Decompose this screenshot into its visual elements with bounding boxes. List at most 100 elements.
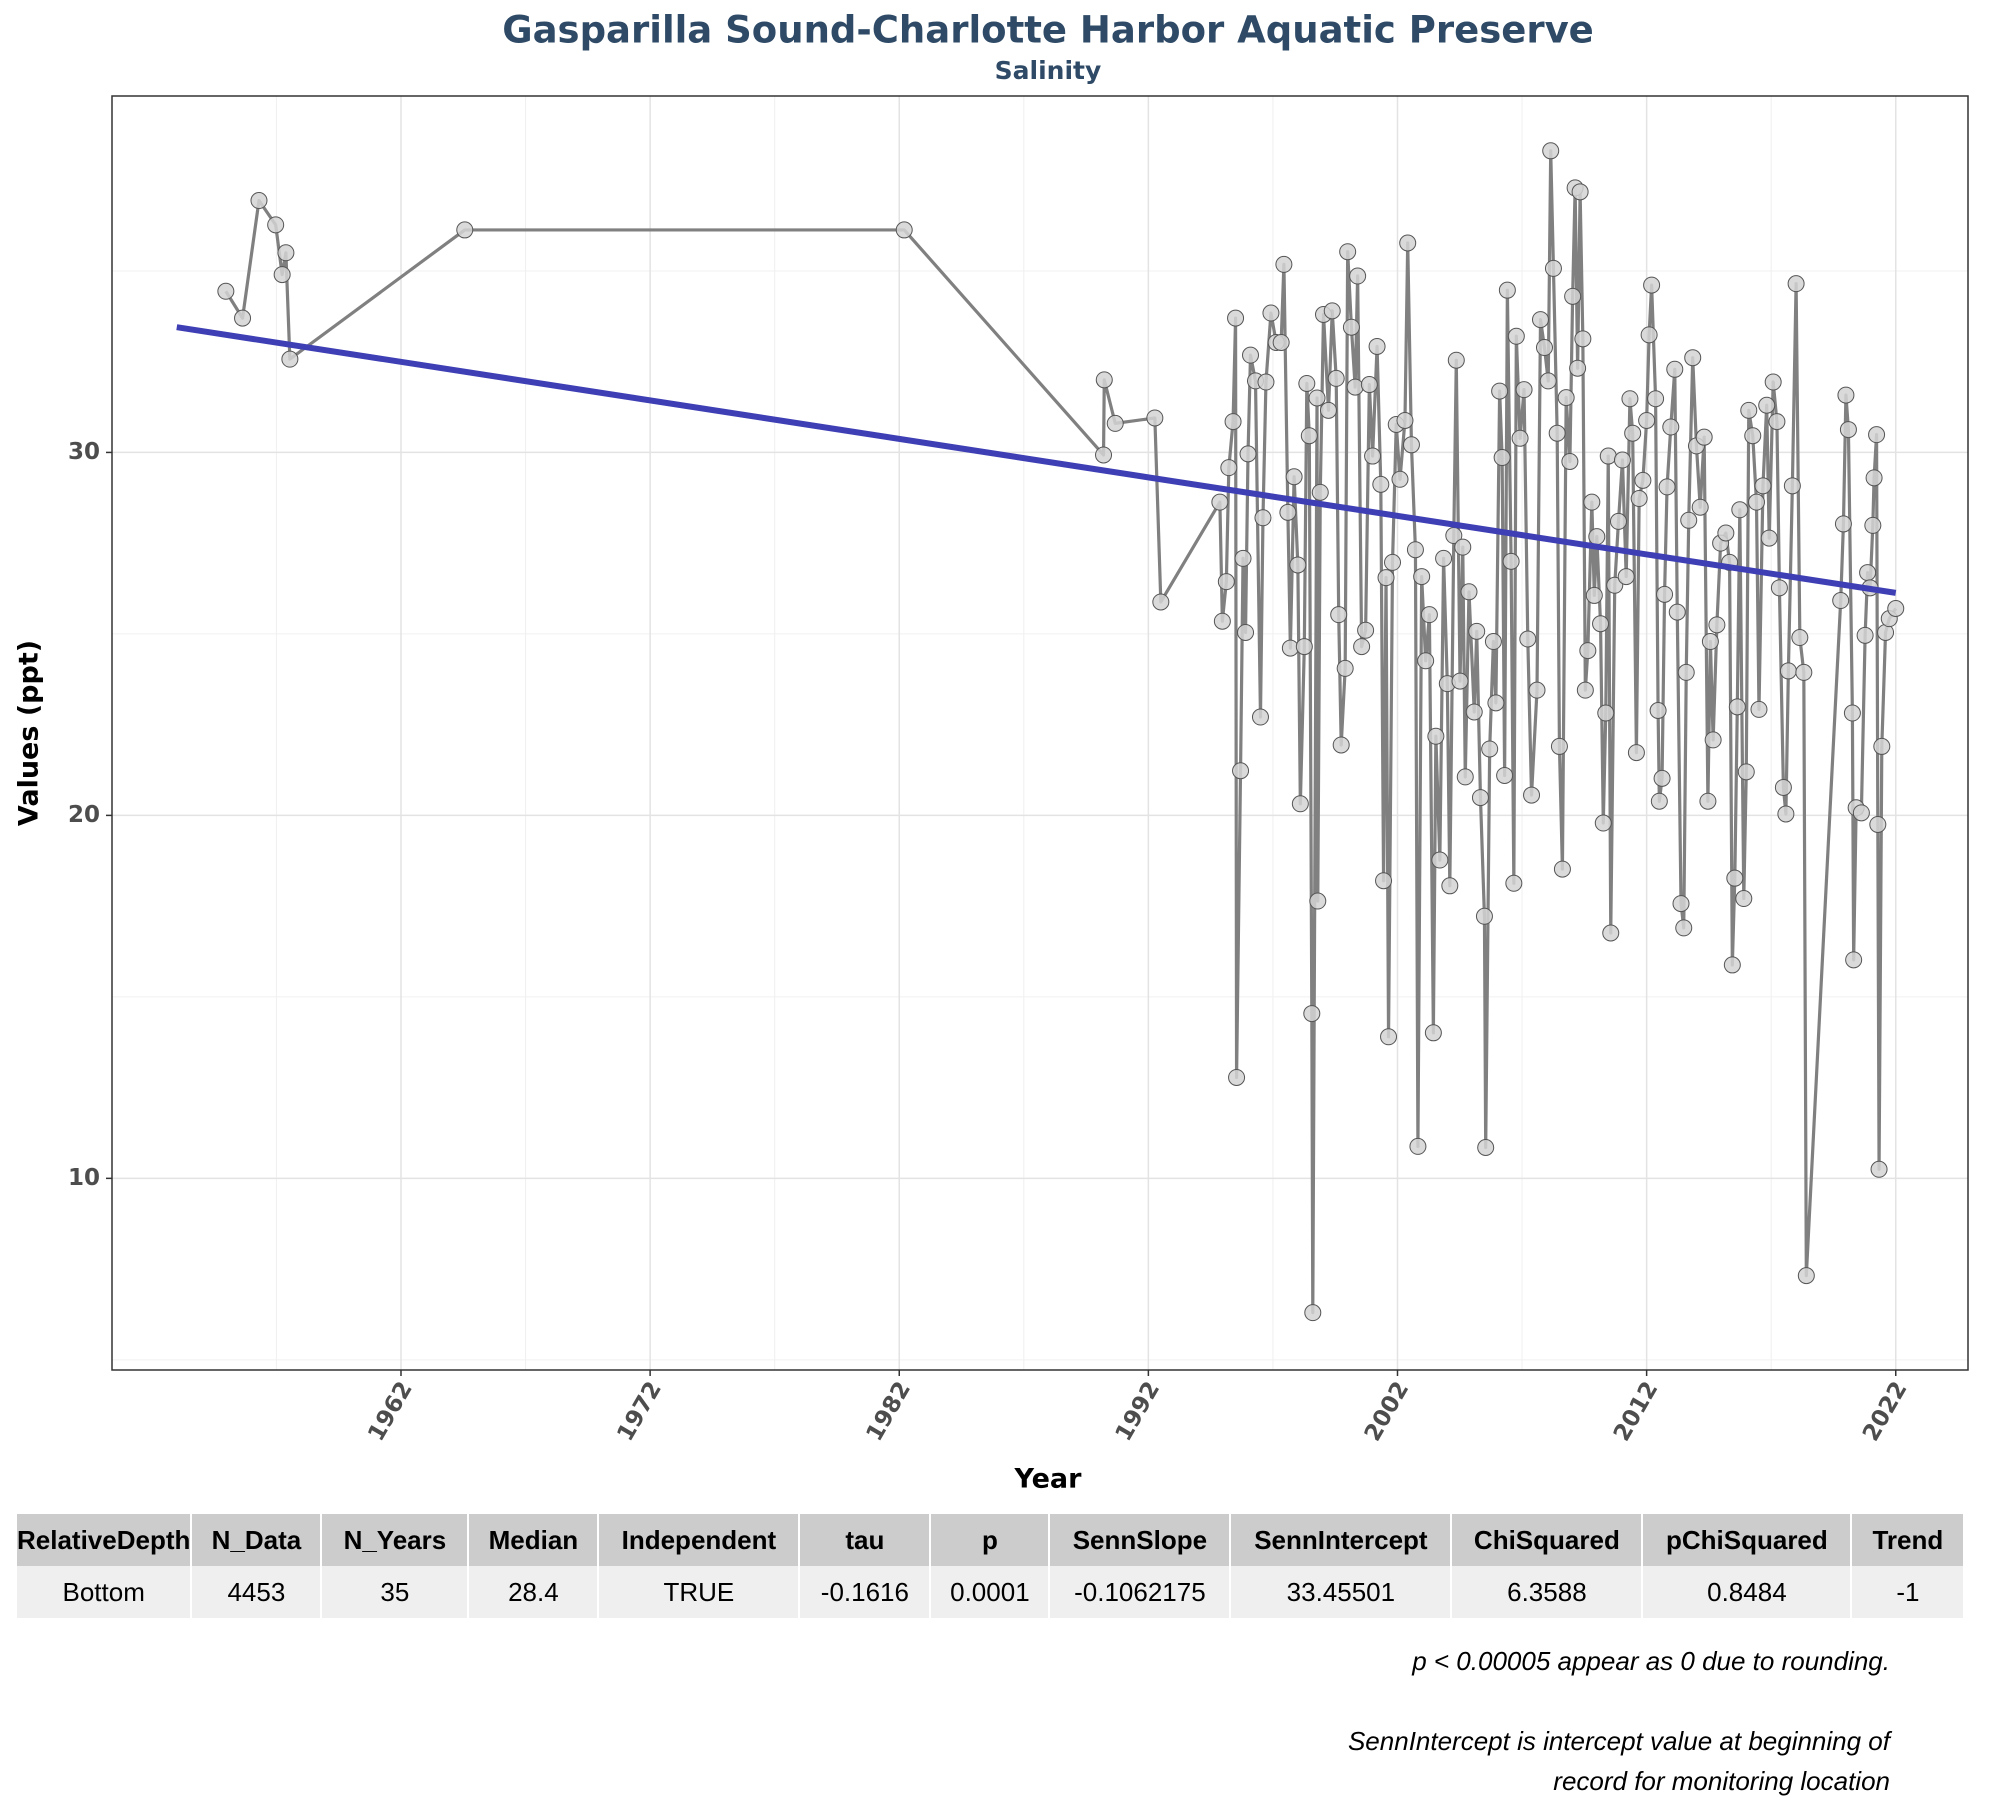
data-point	[1384, 553, 1402, 571]
data-point	[1447, 351, 1465, 369]
data-point	[1535, 339, 1553, 357]
stats-table: RelativeDepth N_Data N_Years Median Independ…	[15, 1514, 1965, 1618]
data-point	[1424, 1024, 1442, 1042]
data-point	[1311, 483, 1329, 501]
data-point	[1621, 390, 1639, 408]
data-point	[1456, 768, 1474, 786]
data-point	[1487, 694, 1505, 712]
note: SennIntercept is intercept value at begi…	[1347, 1726, 1890, 1756]
data-point	[1852, 804, 1870, 822]
data-point	[1368, 337, 1386, 355]
data-point	[1396, 411, 1414, 429]
data-point	[1471, 789, 1489, 807]
data-point	[1779, 662, 1797, 680]
data-point	[1666, 360, 1684, 378]
data-point	[1704, 731, 1722, 749]
data-point	[1684, 349, 1702, 367]
data-point	[1391, 470, 1409, 488]
data-point	[1291, 795, 1309, 813]
data-point	[1723, 956, 1741, 974]
data-point	[1579, 642, 1597, 660]
data-point	[1630, 490, 1648, 508]
data-point	[1257, 373, 1275, 391]
data-point	[250, 192, 268, 210]
data-point	[1864, 516, 1882, 534]
data-point	[1300, 427, 1318, 445]
data-point	[1213, 612, 1231, 630]
column-header: SennIntercept	[1231, 1514, 1451, 1566]
data-point	[1441, 877, 1459, 895]
data-point	[1095, 446, 1113, 464]
data-point	[1254, 509, 1272, 527]
data-point	[1435, 549, 1453, 567]
data-point	[1845, 951, 1863, 969]
data-point	[273, 266, 291, 284]
data-point	[1232, 762, 1250, 780]
data-point	[1717, 524, 1735, 542]
data-point	[1475, 907, 1493, 925]
data-point	[1768, 413, 1786, 431]
data-point	[1298, 374, 1316, 392]
column-header: Median	[469, 1514, 598, 1566]
data-point	[1272, 333, 1290, 351]
y-tick-label: 20	[68, 802, 100, 828]
column-header: SennSlope	[1050, 1514, 1230, 1566]
table-cell: -0.1062175	[1050, 1566, 1230, 1618]
data-point	[1234, 549, 1252, 567]
data-point	[1574, 330, 1592, 348]
data-point	[1420, 606, 1438, 624]
table-cell: 0.8484	[1643, 1566, 1851, 1618]
data-point	[1319, 401, 1337, 419]
data-point	[1332, 736, 1350, 754]
data-point	[1152, 593, 1170, 611]
data-point	[1597, 704, 1615, 722]
data-point	[1304, 1304, 1322, 1322]
data-point	[234, 309, 252, 327]
data-point	[1285, 468, 1303, 486]
x-tick-label: 2022	[1858, 1377, 1913, 1445]
x-axis-title: Year	[1014, 1464, 1083, 1495]
data-point	[277, 244, 295, 262]
data-point	[1220, 459, 1238, 477]
data-point	[1217, 573, 1235, 591]
data-point	[1496, 766, 1514, 784]
data-point	[1413, 568, 1431, 586]
data-point	[1402, 436, 1420, 454]
data-point	[1747, 493, 1765, 511]
data-point	[1523, 786, 1541, 804]
data-point	[1837, 386, 1855, 404]
data-point	[1839, 421, 1857, 439]
data-point	[1275, 255, 1293, 273]
data-point	[1859, 564, 1877, 582]
data-point	[1758, 396, 1776, 414]
data-point	[1553, 860, 1571, 878]
data-point	[1399, 234, 1417, 252]
note: p < 0.00005 appear as 0 due to rounding.	[1412, 1646, 1890, 1676]
data-point	[1465, 703, 1483, 721]
data-point	[1493, 449, 1511, 467]
data-point	[1237, 623, 1255, 641]
data-point	[1360, 376, 1378, 394]
data-point	[1643, 276, 1661, 294]
data-point	[1550, 737, 1568, 755]
data-point	[1242, 346, 1260, 364]
data-point	[1740, 401, 1758, 419]
data-point	[1650, 792, 1668, 810]
data-point	[1735, 890, 1753, 908]
column-header: p	[931, 1514, 1049, 1566]
data-point	[1777, 805, 1795, 823]
data-point	[1308, 389, 1326, 407]
data-point	[1251, 708, 1269, 726]
chart-title: Gasparilla Sound-Charlotte Harbor Aquati…	[502, 9, 1594, 52]
data-point	[1431, 851, 1449, 869]
data-point	[1791, 629, 1809, 647]
y-tick-label: 10	[68, 1165, 100, 1191]
data-point	[217, 282, 235, 300]
data-point	[1406, 541, 1424, 559]
data-point	[1484, 633, 1502, 651]
data-point	[1672, 895, 1690, 913]
data-point	[1528, 681, 1546, 699]
data-point	[1349, 267, 1367, 285]
data-point	[1869, 815, 1887, 833]
